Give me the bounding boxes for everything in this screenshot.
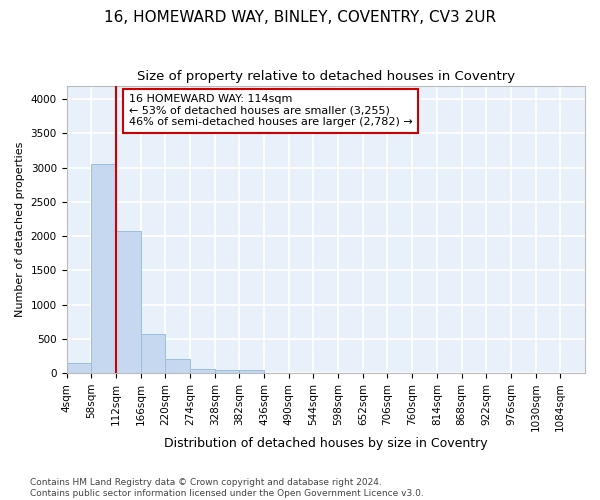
- Bar: [215, 370, 239, 373]
- X-axis label: Distribution of detached houses by size in Coventry: Distribution of detached houses by size …: [164, 437, 488, 450]
- Bar: [239, 370, 264, 373]
- Bar: [116, 232, 140, 373]
- Text: 16, HOMEWARD WAY, BINLEY, COVENTRY, CV3 2UR: 16, HOMEWARD WAY, BINLEY, COVENTRY, CV3 …: [104, 10, 496, 25]
- Text: 16 HOMEWARD WAY: 114sqm
← 53% of detached houses are smaller (3,255)
46% of semi: 16 HOMEWARD WAY: 114sqm ← 53% of detache…: [129, 94, 412, 128]
- Bar: [140, 334, 165, 373]
- Title: Size of property relative to detached houses in Coventry: Size of property relative to detached ho…: [137, 70, 515, 83]
- Bar: [165, 359, 190, 373]
- Bar: [190, 368, 215, 373]
- Bar: [91, 164, 116, 373]
- Bar: [67, 363, 91, 373]
- Text: Contains HM Land Registry data © Crown copyright and database right 2024.
Contai: Contains HM Land Registry data © Crown c…: [30, 478, 424, 498]
- Y-axis label: Number of detached properties: Number of detached properties: [15, 142, 25, 317]
